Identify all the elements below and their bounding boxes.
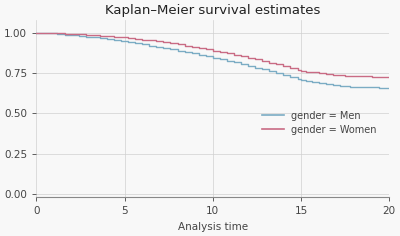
X-axis label: Analysis time: Analysis time	[178, 222, 248, 232]
Title: Kaplan–Meier survival estimates: Kaplan–Meier survival estimates	[105, 4, 320, 17]
Legend: gender = Men, gender = Women: gender = Men, gender = Women	[258, 107, 381, 139]
